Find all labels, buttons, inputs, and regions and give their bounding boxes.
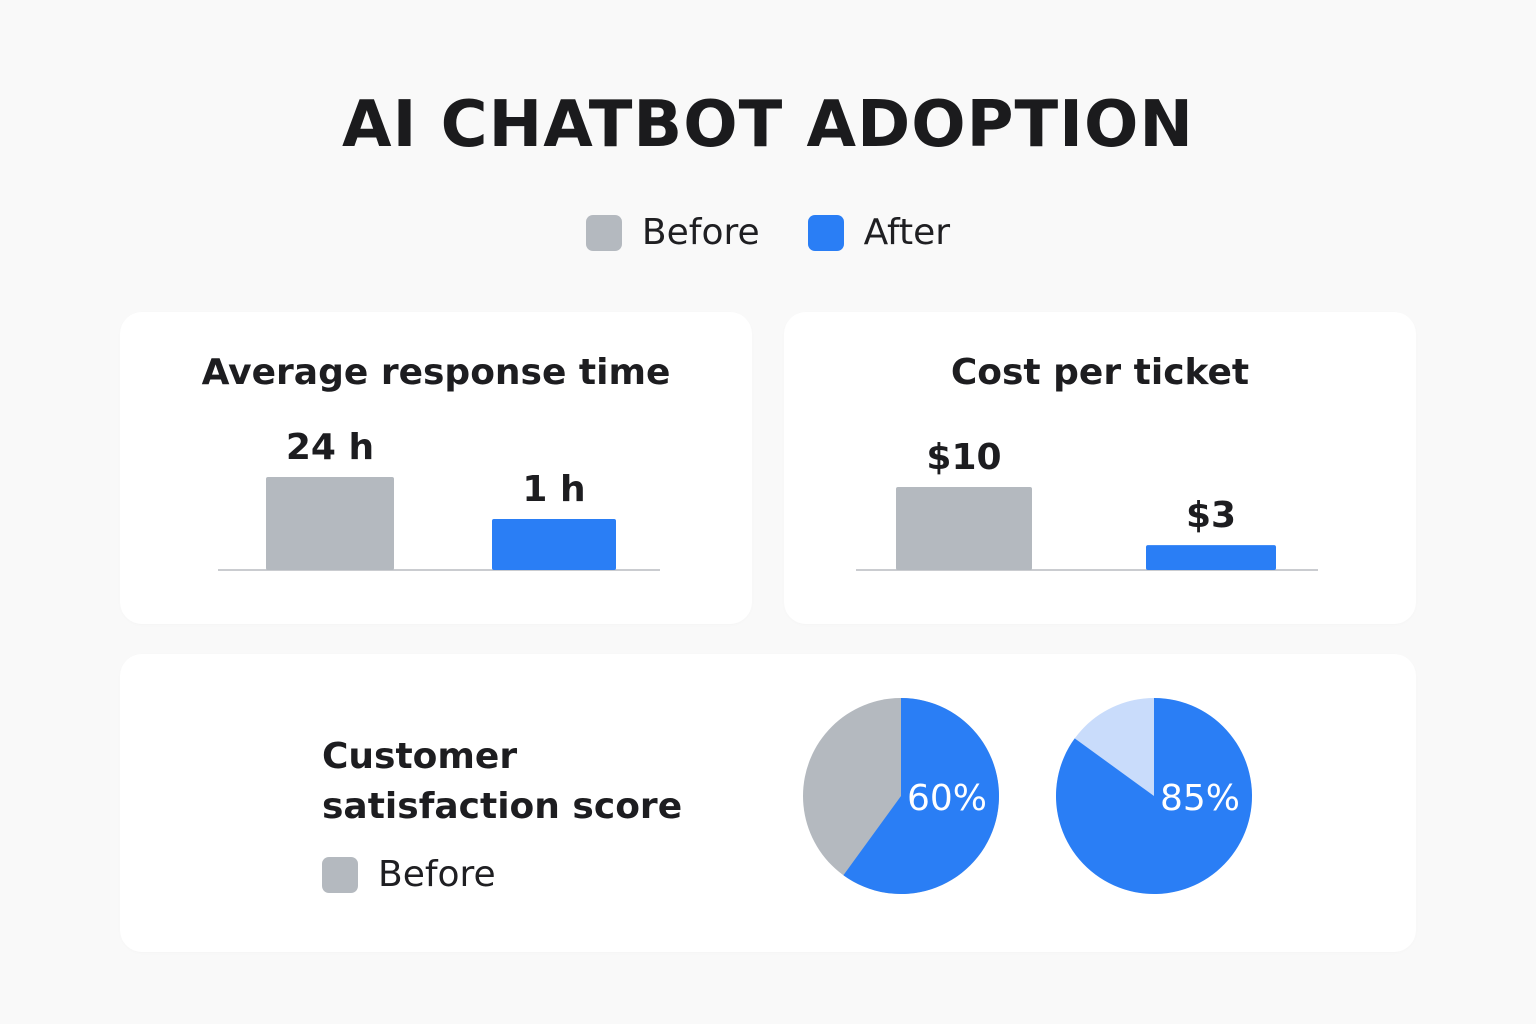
satisfaction-legend: Before <box>322 854 496 895</box>
legend-label-after: After <box>863 212 951 253</box>
response-time-card: Average response time 24 h 1 h <box>120 312 752 624</box>
legend-swatch-before <box>585 214 622 251</box>
pie-2-label: 85% <box>1160 778 1240 819</box>
satisfaction-title: Customer satisfaction score <box>322 736 683 827</box>
cost-per-ticket-card: Cost per ticket $10 $3 <box>784 312 1416 624</box>
legend-item-after: After <box>807 212 951 253</box>
legend-item-before: Before <box>585 212 760 253</box>
cost-per-ticket-chart: $10 $3 <box>856 437 1318 571</box>
satisfaction-card: Customer satisfaction score Before 60% 85… <box>120 654 1416 952</box>
pie-1-label: 60% <box>907 778 987 819</box>
response-time-value-label-before: 24 h <box>286 427 374 468</box>
pie-1-value-slice <box>843 698 1000 894</box>
satisfaction-legend-swatch <box>322 856 358 893</box>
cost-per-ticket-value-label-after: $3 <box>1186 495 1236 536</box>
response-time-value-label-after: 1 h <box>522 469 585 510</box>
cost-per-ticket-bar-after <box>1146 545 1276 570</box>
pie-2-value-slice <box>1055 698 1252 894</box>
page-title: AI CHATBOT ADOPTION <box>342 88 1194 162</box>
legend: Before After <box>0 212 1536 253</box>
cost-per-ticket-bar-before <box>896 487 1032 570</box>
satisfaction-legend-label: Before <box>378 854 496 895</box>
legend-label-before: Before <box>641 212 760 253</box>
satisfaction-pies: 60% 85% <box>803 698 1252 894</box>
response-time-bar-before <box>266 477 394 570</box>
response-time-chart: 24 h 1 h <box>218 427 660 571</box>
cost-per-ticket-title: Cost per ticket <box>950 352 1250 393</box>
response-time-bar-after <box>492 519 616 570</box>
cost-per-ticket-value-label-before: $10 <box>926 437 1001 478</box>
response-time-title: Average response time <box>201 352 671 393</box>
legend-swatch-after <box>807 214 844 251</box>
